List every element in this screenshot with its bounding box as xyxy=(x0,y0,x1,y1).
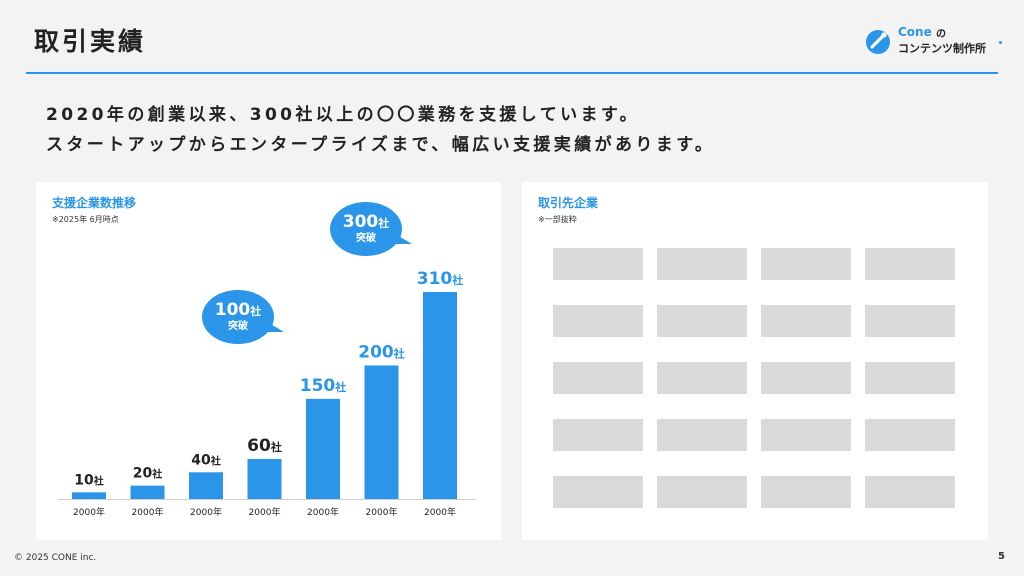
callout-unit: 社 xyxy=(378,217,390,230)
lead-line-1: 2020年の創業以来、300社以上の〇〇業務を支援しています。 xyxy=(46,105,640,125)
callout-number: 100 xyxy=(214,300,251,320)
growth-chart-panel: 支援企業数推移 ※2025年 6月時点 10社 2000年 20社 2000年 40社 2… xyxy=(36,182,501,540)
chart-bar xyxy=(189,472,223,499)
page-title: 取引実績 xyxy=(34,27,147,56)
client-logo-placeholder xyxy=(553,305,643,337)
bar-value-label: 200社 xyxy=(358,342,405,362)
page-number: 5 xyxy=(998,551,1005,562)
client-logo-placeholder xyxy=(657,476,747,508)
client-logo-placeholder xyxy=(865,362,955,394)
client-count-bar-chart: 10社 2000年 20社 2000年 40社 2000年 60社 2000年 150社 2000… xyxy=(58,269,476,518)
client-logo-grid xyxy=(553,248,955,508)
client-logo-placeholder xyxy=(657,362,747,394)
callout-number: 300 xyxy=(342,212,379,232)
client-logo-placeholder xyxy=(761,476,851,508)
client-logo-placeholder xyxy=(553,419,643,451)
clients-panel-note: ※一部抜粋 xyxy=(538,215,577,224)
callout-bubble-100: 100社 突破 xyxy=(202,290,286,348)
cone-logo-icon xyxy=(866,30,890,54)
speech-bubble-icon xyxy=(202,290,284,344)
chart-bar xyxy=(247,458,282,499)
x-tick-label: 2000年 xyxy=(73,506,105,518)
client-logo-placeholder xyxy=(553,476,643,508)
client-logo-placeholder xyxy=(865,419,955,451)
client-logo-placeholder xyxy=(553,248,643,280)
chart-panel-title: 支援企業数推移 xyxy=(52,196,137,210)
company-logo: Cone の コンテンツ制作所 xyxy=(864,24,1004,60)
x-tick-label: 2000年 xyxy=(132,506,164,518)
bar-value-label: 10社 xyxy=(74,472,103,488)
lead-text: 2020年の創業以来、300社以上の〇〇業務を支援しています。 スタートアップか… xyxy=(46,100,715,160)
speech-bubble-icon xyxy=(330,202,412,256)
client-logo-placeholder xyxy=(657,248,747,280)
logo-subtitle: コンテンツ制作所 xyxy=(898,42,986,55)
header-divider xyxy=(26,72,998,74)
client-logo-placeholder xyxy=(761,419,851,451)
clients-panel: 取引先企業 ※一部抜粋 xyxy=(522,182,988,540)
logo-particle: の xyxy=(936,29,946,40)
chart-bar xyxy=(364,365,399,499)
client-logo-placeholder xyxy=(761,248,851,280)
copyright: © 2025 CONE inc. xyxy=(14,553,97,563)
chart-bar xyxy=(423,292,457,499)
chart-bar xyxy=(306,398,340,499)
chart-bar xyxy=(130,485,165,499)
bar-value-label: 20社 xyxy=(133,466,162,482)
chart-panel-note: ※2025年 6月時点 xyxy=(52,215,119,224)
callout-sub: 突破 xyxy=(228,321,248,332)
x-tick-label: 2000年 xyxy=(307,506,339,518)
client-logo-placeholder xyxy=(865,248,955,280)
x-tick-label: 2000年 xyxy=(249,506,281,518)
client-logo-placeholder xyxy=(553,362,643,394)
chart-bar xyxy=(72,492,106,499)
bar-value-label: 150社 xyxy=(300,376,347,396)
lead-line-2: スタートアップからエンタープライズまで、幅広い支援実績があります。 xyxy=(46,135,716,155)
bar-value-label: 40社 xyxy=(191,452,220,468)
client-logo-placeholder xyxy=(761,362,851,394)
x-tick-label: 2000年 xyxy=(424,506,456,518)
x-tick-label: 2000年 xyxy=(366,506,398,518)
client-logo-placeholder xyxy=(761,305,851,337)
client-logo-placeholder xyxy=(865,476,955,508)
callout-unit: 社 xyxy=(250,305,262,318)
client-logo-placeholder xyxy=(865,305,955,337)
callout-bubble-300: 300社 突破 xyxy=(330,202,414,260)
client-logo-placeholder xyxy=(657,305,747,337)
logo-wordmark: Cone xyxy=(898,25,932,39)
bar-value-label: 60社 xyxy=(247,436,282,456)
client-logo-placeholder xyxy=(657,419,747,451)
clients-panel-title: 取引先企業 xyxy=(538,196,599,210)
logo-dot xyxy=(999,41,1002,44)
bar-value-label: 310社 xyxy=(417,269,464,289)
x-tick-label: 2000年 xyxy=(190,506,222,518)
callout-sub: 突破 xyxy=(356,233,376,244)
